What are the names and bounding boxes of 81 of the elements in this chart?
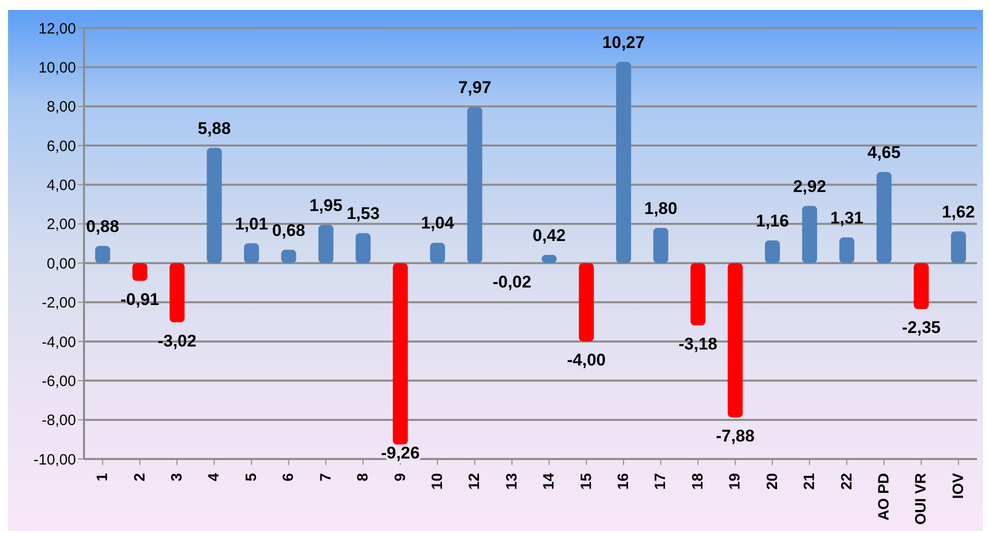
x-tick-label: 4 [206,472,223,482]
data-label: 1,16 [756,211,789,230]
data-label: 1,62 [942,202,975,222]
data-label: 4,65 [867,142,901,162]
x-tick-label: 5 [242,473,260,482]
bar [914,263,929,310]
y-tick-label: 2,00 [46,216,76,234]
x-tick-label: 9 [392,473,409,482]
bar [839,237,854,264]
data-label: 1,04 [420,214,455,233]
x-tick-label: AO PD [875,472,892,521]
y-tick-label: 8,00 [46,98,76,116]
data-label: -7,88 [716,426,755,446]
data-label: 0,42 [532,226,566,245]
bar [802,206,818,264]
data-label: 7,97 [458,78,492,97]
y-tick-label: 6,00 [46,138,76,155]
x-tick-label: 1 [94,473,112,482]
bar [318,224,334,264]
x-tick-label: 17 [652,473,670,490]
data-label: -3,18 [678,334,718,354]
x-tick-label: 21 [801,473,818,490]
bar [728,263,743,418]
bar [356,233,371,264]
x-tick-label: 8 [354,473,372,482]
bar [95,246,110,264]
bar [653,228,668,264]
data-label: 0,88 [86,216,120,236]
y-tick-label: 4,00 [46,177,76,194]
bar [170,263,185,322]
x-tick-label: 16 [615,473,632,490]
data-label: 5,88 [198,118,231,138]
data-label: 1,53 [346,204,380,224]
y-tick-label: 10,00 [38,60,76,77]
x-tick-label: IOV [950,473,967,499]
x-tick-label: 20 [764,473,781,490]
bar [578,263,594,342]
bar [950,231,966,264]
y-tick-label: -4,00 [42,334,76,351]
data-label: 0,68 [272,220,306,240]
y-tick-label: 12,00 [38,20,76,38]
x-tick-label: 13 [503,473,520,490]
x-tick-label: 3 [168,473,186,482]
y-tick-label: -6,00 [42,372,76,390]
x-tick-label: 22 [838,473,856,490]
data-label: -3,02 [158,331,196,350]
data-label: -2,35 [902,318,941,338]
bar [876,172,892,264]
bar [616,62,632,264]
data-label: 10,27 [602,32,645,52]
y-tick-label: -2,00 [42,294,76,312]
bar [764,240,780,264]
x-tick-label: 10 [428,473,446,490]
x-tick-label: 6 [280,473,298,482]
x-tick-label: 18 [689,473,706,490]
data-label: 1,31 [830,208,864,228]
x-tick-label: 19 [726,473,744,490]
data-label: -0,02 [492,272,532,292]
y-tick-label: -8,00 [42,412,76,430]
x-tick-label: 15 [578,473,595,490]
bar [206,148,222,264]
x-tick-label: 2 [131,473,148,482]
y-tick-label: 0,00 [46,255,76,272]
data-label: 1,95 [309,196,342,215]
x-tick-label: OUI VR [912,472,930,525]
data-label: -9,26 [380,444,420,463]
data-label: -4,00 [566,350,606,370]
bar [244,243,259,264]
bar [132,263,148,281]
y-tick-label: -10,00 [33,451,76,468]
x-tick-label: 14 [540,472,558,490]
data-label: -0,91 [120,290,160,309]
data-label: 2,92 [793,176,826,196]
data-label: 1,01 [234,214,268,234]
bar [690,263,706,326]
bar [392,263,408,445]
bar [467,106,482,264]
x-tick-label: 12 [466,473,484,490]
x-tick-label: 7 [317,473,334,482]
bar [430,242,446,264]
data-label: 1,80 [644,198,678,218]
